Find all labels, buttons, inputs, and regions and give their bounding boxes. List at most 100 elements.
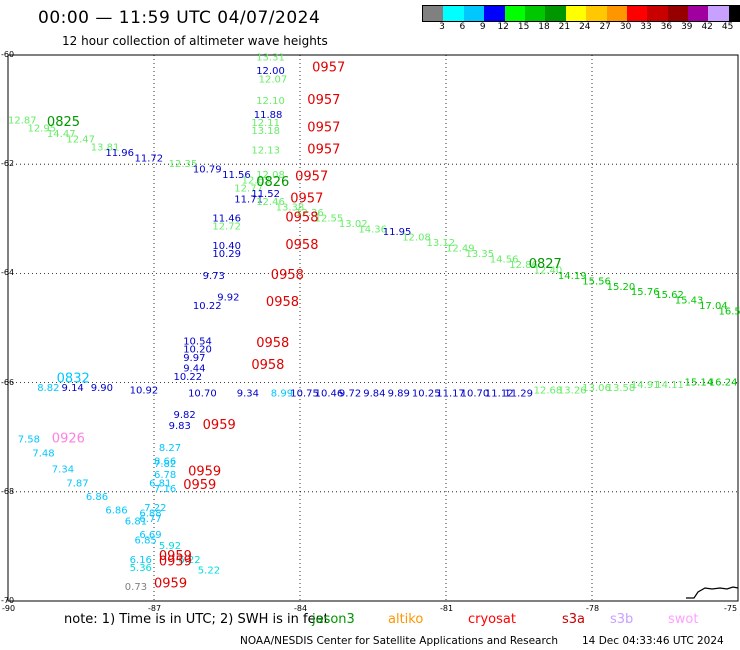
swh-reading: 10.22	[193, 301, 222, 312]
swh-reading: 7.34	[52, 465, 74, 476]
pass-time-label: 0958	[256, 336, 289, 351]
swh-reading: 9.92	[217, 293, 239, 304]
legend-label: 6	[459, 22, 466, 32]
swh-reading: 16.57	[719, 306, 740, 317]
legend-label: 36	[660, 22, 673, 32]
swh-reading: 8.82	[37, 383, 59, 394]
swh-reading: 12.47	[66, 134, 95, 145]
swh-reading: 11.71	[234, 194, 263, 205]
swh-reading: 9.84	[363, 388, 385, 399]
swh-reading: 12.72	[212, 222, 241, 233]
swh-reading: 6.78	[154, 470, 176, 481]
swh-reading: 12.46	[256, 197, 285, 208]
satellite-label-s3b: s3b	[610, 612, 634, 627]
swh-reading: 14.47	[47, 129, 76, 140]
swh-reading: 10.75	[290, 388, 319, 399]
swh-reading: 10.46	[315, 388, 344, 399]
legend-label: 33	[640, 22, 652, 32]
credit-line: NOAA/NESDIS Center for Satellite Applica…	[240, 635, 558, 647]
legend-label: 9	[479, 22, 486, 32]
legend-swatch	[443, 6, 464, 21]
legend-label: 30	[619, 22, 632, 32]
longitude-label: -90	[2, 604, 16, 613]
swh-reading: 13.38	[276, 203, 305, 214]
swh-reading: 7.22	[144, 503, 166, 514]
swh-reading: 12.87	[8, 115, 37, 126]
swh-reading: 11.88	[254, 110, 283, 121]
swh-reading: 15.43	[675, 295, 704, 306]
swh-reading: 14.36	[358, 224, 387, 235]
pass-time-label: 0958	[271, 268, 304, 283]
legend-swatch	[545, 6, 566, 21]
swh-reading: 5.36	[130, 563, 152, 574]
swh-reading: 11.29	[504, 388, 533, 399]
swh-reading: 14.56	[490, 254, 519, 265]
swh-reading: 12.63	[242, 175, 271, 186]
swh-reading: 10.22	[173, 372, 202, 383]
swh-reading: 13.02	[339, 219, 368, 230]
satellite-label-altiko: altiko	[388, 612, 424, 627]
pass-time-label: 0826	[256, 175, 289, 190]
latitude-label: -66	[1, 377, 15, 387]
swh-reading: 10.25	[412, 388, 441, 399]
swh-reading: 12.68	[534, 386, 563, 397]
longitude-label: -75	[724, 604, 738, 613]
color-legend	[422, 5, 740, 22]
generation-timestamp: 14 Dec 04:33:46 UTC 2024	[582, 635, 724, 647]
swh-reading: 12.77	[234, 184, 263, 195]
legend-swatch	[728, 6, 740, 21]
legend-swatch	[586, 6, 607, 21]
pass-time-label: 0958	[266, 295, 299, 310]
swh-reading: 11.52	[251, 189, 280, 200]
swh-reading: 12.40	[534, 265, 563, 276]
swh-reading: 6.22	[178, 555, 200, 566]
legend-swatch	[565, 6, 587, 21]
pass-time-label: 0827	[529, 257, 562, 272]
pass-time-label: 0959	[203, 418, 236, 433]
swh-reading: 6.77	[139, 514, 161, 525]
satellite-label-s3a: s3a	[562, 612, 586, 627]
swh-reading: 11.72	[135, 153, 164, 164]
swh-reading: 13.26	[558, 386, 587, 397]
pass-time-label: 0957	[307, 93, 340, 108]
swh-reading: 12.08	[402, 233, 431, 244]
latitude-label: -70	[1, 596, 15, 605]
swh-reading: 0.73	[125, 582, 147, 593]
swh-reading: 7.58	[18, 435, 40, 446]
map-grid	[8, 55, 738, 601]
swh-reading: 6.88	[139, 508, 161, 519]
swh-reading: 8.66	[154, 457, 176, 468]
latitude-label: -64	[1, 268, 15, 278]
legend-swatch	[524, 6, 546, 21]
swh-reading: 12.35	[169, 159, 198, 170]
swh-reading: 9.90	[91, 383, 113, 394]
swh-reading: 9.97	[183, 353, 205, 364]
swh-reading: 13.12	[427, 238, 456, 249]
legend-label: 18	[538, 22, 550, 32]
swh-reading: 10.79	[193, 164, 222, 175]
legend-swatch	[708, 6, 729, 21]
swh-reading: 10.29	[212, 249, 241, 260]
swh-reading: 6.81	[125, 517, 147, 528]
legend-label: 27	[599, 22, 611, 32]
swh-reading: 7.16	[154, 484, 176, 495]
swh-reading: 9.83	[169, 421, 191, 432]
swh-reading: 9.89	[388, 388, 410, 399]
pass-time-label: 0957	[307, 120, 340, 135]
legend-label: 15	[517, 22, 530, 32]
legend-swatch	[626, 6, 648, 21]
swh-reading: 11.56	[222, 170, 251, 181]
swh-reading: 9.72	[339, 388, 361, 399]
pass-time-label: 0958	[251, 358, 284, 373]
swh-reading: 12.55	[315, 214, 344, 225]
pass-time-label: 0958	[285, 238, 318, 253]
swh-reading: 12.07	[259, 74, 288, 85]
swh-reading: 5.22	[198, 566, 220, 577]
pass-time-label: 0959	[159, 549, 192, 564]
pass-time-label: 0959	[154, 576, 187, 591]
legend-swatch	[647, 6, 668, 21]
swh-reading: 12.86	[509, 260, 538, 271]
swh-reading: 12.13	[251, 145, 280, 156]
swh-reading: 13.35	[465, 249, 494, 260]
